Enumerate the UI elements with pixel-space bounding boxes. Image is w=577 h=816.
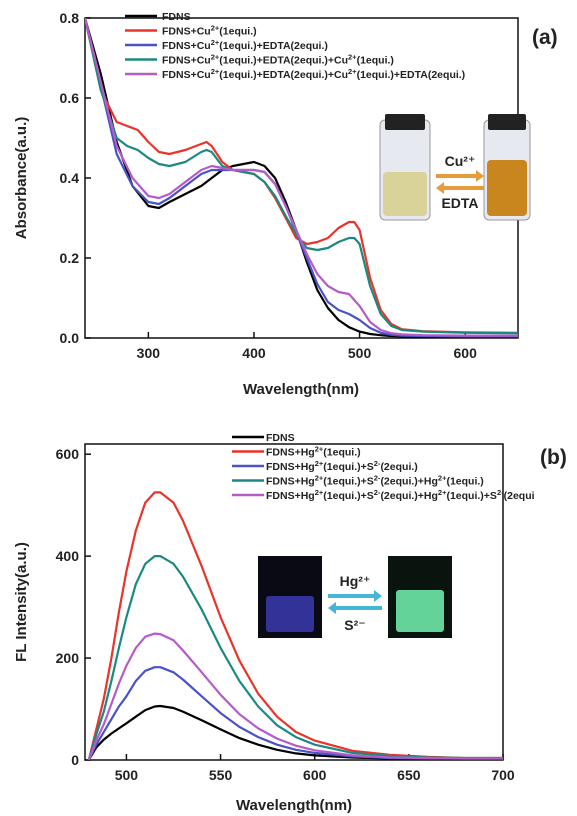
- panel-a-x-axis-title: Wavelength(nm): [243, 381, 359, 398]
- panel-a-y-axis-title: Absorbance(a.u.): [13, 117, 30, 240]
- panel-b-y-tick-label: 400: [56, 548, 80, 564]
- panel-a-vial-left-cap: [385, 114, 425, 130]
- panel-a-chart: 300 400 500 600 0.0 0.2 0.4 0.6 0.8 Wavelength(n…: [13, 10, 558, 398]
- panel-b-plot-frame: [84, 443, 504, 761]
- panel-a-series-line-1: [85, 18, 518, 338]
- panel-b-series-line-2: [87, 491, 503, 760]
- panel-b-x-tick-label: 550: [209, 767, 233, 783]
- panel-b-chart: 500 550 600 650 700 0 200 400 600 Wavelength(nm)…: [13, 432, 567, 814]
- panel-a-series-lines: [85, 18, 518, 338]
- panel-b-x-tick-label: 600: [303, 767, 327, 783]
- panel-b-reverse-arrow: [328, 602, 382, 614]
- panel-a-x-tick-label: 400: [242, 345, 266, 361]
- panel-a-vial-left-liquid: [383, 172, 427, 216]
- panel-a-legend: FDNSFDNS+Cu2+(1equi.)FDNS+Cu2+(1equi.)+E…: [125, 11, 465, 81]
- panel-b-inset-arrow-top-label: Hg²⁺: [340, 573, 371, 589]
- panel-b-series-line-4: [87, 555, 503, 760]
- panel-a-y-tick-label: 0.0: [60, 330, 80, 346]
- panel-a-label: (a): [532, 26, 558, 49]
- panel-a-series-line-5: [85, 18, 518, 337]
- panel-a-y-tick-label: 0.2: [60, 250, 80, 266]
- panel-b-legend-label-3: FDNS+Hg2+(1equi.)+S2-(2equi.): [266, 459, 418, 473]
- panel-b-axis-ticks: 500 550 600 650 700 0 200 400 600: [56, 446, 515, 783]
- panel-b-y-tick-label: 600: [56, 446, 80, 462]
- panel-b-legend-label-1: FDNS: [266, 432, 295, 444]
- panel-b-y-tick-label: 200: [56, 650, 80, 666]
- panel-a-vial-right-liquid: [487, 160, 527, 216]
- panel-a-inset-arrow-bottom-label: EDTA: [441, 195, 478, 211]
- panel-b-inset-photo: Hg²⁺ S²⁻: [258, 556, 452, 638]
- panel-a-y-tick-label: 0.4: [60, 170, 80, 186]
- panel-b-vial-left-liquid: [266, 596, 314, 632]
- panel-b-label: (b): [540, 446, 567, 469]
- panel-b-legend: FDNSFDNS+Hg2+(1equi.)FDNS+Hg2+(1equi.)+S…: [232, 432, 535, 502]
- panel-a-y-tick-label: 0.6: [60, 90, 80, 106]
- panel-a-vial-right-cap: [488, 114, 526, 130]
- panel-b-y-axis-title: FL Intensity(a.u.): [13, 542, 30, 662]
- panel-a-x-tick-label: 600: [454, 345, 478, 361]
- panel-b-forward-arrow: [328, 590, 382, 602]
- panel-a-legend-label-2: FDNS+Cu2+(1equi.): [162, 24, 257, 38]
- panel-b-y-tick-label: 0: [71, 752, 79, 768]
- panel-a-inset-arrow-top-label: Cu²⁺: [445, 153, 476, 169]
- panel-b-x-tick-label: 650: [397, 767, 421, 783]
- panel-b-x-axis-title: Wavelength(nm): [236, 797, 352, 814]
- panel-a-reverse-arrow: [436, 182, 484, 194]
- panel-b-vial-right-liquid: [396, 590, 444, 632]
- panel-b-legend-label-5: FDNS+Hg2+(1equi.)+S2-(2equi.)+Hg2+(1equi…: [266, 488, 535, 502]
- panel-a-legend-label-4: FDNS+Cu2+(1equi.)+EDTA(2equi.)+Cu2+(1equ…: [162, 53, 394, 67]
- panel-b-series-lines: [87, 491, 503, 760]
- panel-b-legend-label-2: FDNS+Hg2+(1equi.): [266, 445, 361, 459]
- panel-a-forward-arrow: [436, 170, 484, 182]
- panel-a-legend-label-1: FDNS: [162, 11, 191, 23]
- panel-b-x-tick-label: 500: [115, 767, 139, 783]
- panel-a-inset-photo: Cu²⁺ EDTA: [379, 114, 531, 221]
- panel-a-legend-label-5: FDNS+Cu2+(1equi.)+EDTA(2equi.)+Cu2+(1equ…: [162, 67, 465, 81]
- panel-b-legend-label-4: FDNS+Hg2+(1equi.)+S2-(2equi.)+Hg2+(1equi…: [266, 474, 484, 488]
- panel-b-x-tick-label: 700: [491, 767, 515, 783]
- panel-a-series-line-4: [85, 18, 518, 335]
- panel-a-legend-label-3: FDNS+Cu2+(1equi.)+EDTA(2equi.): [162, 38, 328, 52]
- panel-b-inset-arrow-bottom-label: S²⁻: [344, 617, 365, 633]
- panel-a-y-tick-label: 0.8: [60, 10, 80, 26]
- panel-a-x-tick-label: 500: [348, 345, 372, 361]
- panel-a-x-tick-label: 300: [137, 345, 161, 361]
- panel-b-series-line-5: [87, 632, 503, 760]
